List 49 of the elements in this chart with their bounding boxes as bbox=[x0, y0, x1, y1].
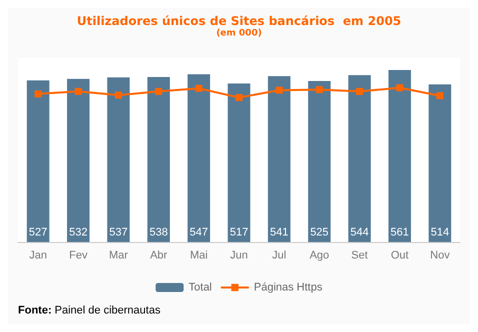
point bbox=[155, 88, 162, 95]
point bbox=[316, 86, 323, 94]
bar bbox=[67, 78, 90, 242]
bar bbox=[308, 81, 331, 242]
x-tick-label: Jul bbox=[272, 250, 286, 262]
data-label: 532 bbox=[69, 226, 88, 238]
legend-label: Total bbox=[188, 282, 212, 294]
chart-subtitle: (em 000) bbox=[216, 28, 262, 38]
bar bbox=[428, 84, 452, 242]
x-tick-label: Fev bbox=[69, 250, 88, 262]
point bbox=[74, 88, 82, 95]
data-label: 525 bbox=[310, 226, 329, 238]
x-tick-label: Ago bbox=[310, 250, 330, 262]
point bbox=[34, 90, 42, 98]
data-label: 538 bbox=[149, 226, 168, 238]
legend-label: Páginas Https bbox=[254, 282, 323, 294]
point bbox=[195, 84, 202, 92]
point bbox=[396, 84, 404, 92]
bar bbox=[188, 74, 210, 242]
point bbox=[356, 88, 364, 95]
data-label: 541 bbox=[270, 226, 288, 238]
bar bbox=[147, 77, 170, 242]
data-label: 547 bbox=[190, 226, 208, 238]
x-tick-label: Out bbox=[390, 250, 409, 262]
x-tick-label: Mai bbox=[190, 250, 208, 262]
bar bbox=[268, 76, 290, 242]
x-tick-label: Set bbox=[351, 250, 368, 262]
data-label: 537 bbox=[109, 226, 128, 238]
bar bbox=[348, 75, 371, 242]
bar bbox=[107, 77, 130, 242]
x-tick-label: Jun bbox=[230, 250, 248, 262]
point bbox=[276, 86, 283, 94]
point bbox=[114, 92, 122, 99]
bar bbox=[26, 80, 50, 242]
point bbox=[436, 92, 444, 100]
data-label: 544 bbox=[350, 226, 369, 238]
data-label: 517 bbox=[230, 226, 248, 238]
data-label: 561 bbox=[390, 226, 409, 238]
data-label: 514 bbox=[430, 226, 450, 238]
chart-title: Utilizadores únicos de Sites bancários em 2005 bbox=[76, 14, 402, 28]
source-note: Fonte: Painel de cibernautas bbox=[18, 304, 161, 316]
data-label: 527 bbox=[28, 226, 48, 238]
bar bbox=[228, 83, 250, 242]
point bbox=[236, 94, 242, 102]
x-tick-label: Jan bbox=[29, 250, 47, 262]
x-tick-label: Mar bbox=[108, 250, 128, 262]
x-tick-label: Abr bbox=[150, 250, 168, 262]
bar bbox=[388, 70, 411, 242]
x-tick-label: Nov bbox=[430, 250, 450, 262]
